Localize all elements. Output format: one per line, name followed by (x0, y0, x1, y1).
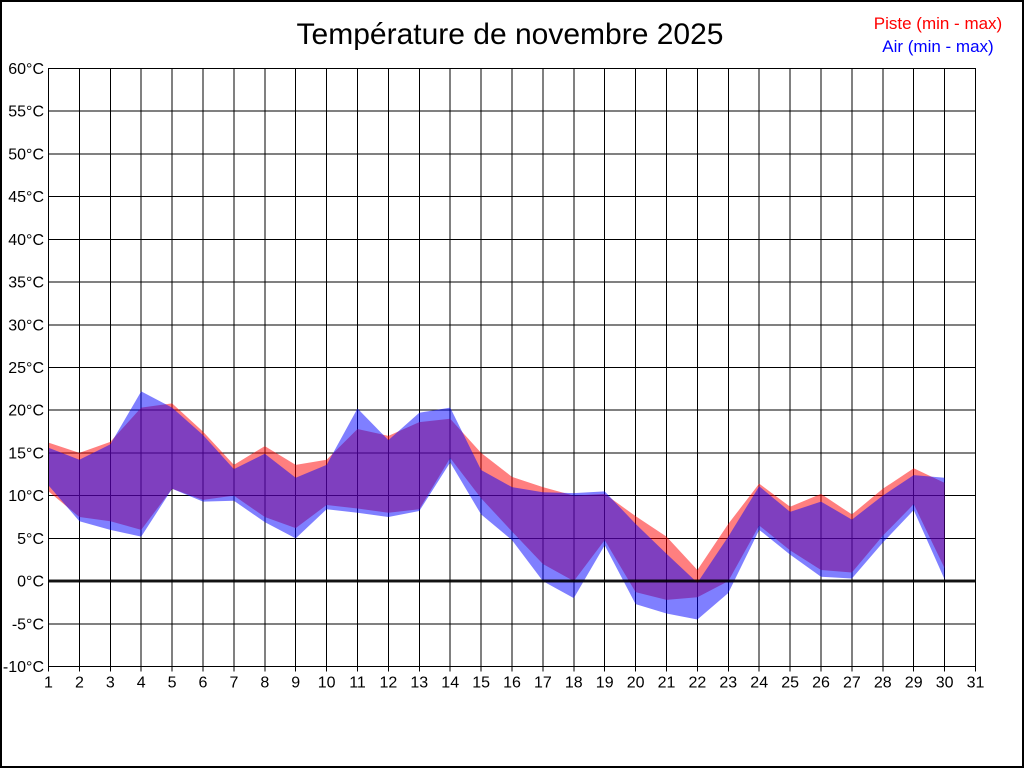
x-tick-label: 2 (75, 675, 84, 692)
x-tick-label: 1 (44, 675, 53, 692)
x-tick-label: 17 (534, 675, 552, 692)
y-tick-label: 15°C (8, 445, 44, 462)
y-tick-label: -5°C (12, 616, 44, 633)
y-tick-label: 30°C (8, 317, 44, 334)
x-tick-label: 23 (719, 675, 737, 692)
x-tick-label: 7 (229, 675, 238, 692)
x-tick-label: 8 (260, 675, 269, 692)
x-tick-label: 12 (380, 675, 398, 692)
x-tick-label: 4 (137, 675, 146, 692)
y-tick-label: 35°C (8, 275, 44, 292)
y-tick-label: 55°C (8, 104, 44, 121)
y-tick-label: 0°C (17, 574, 44, 591)
y-tick-label: 40°C (8, 232, 44, 249)
x-tick-label: 31 (967, 675, 985, 692)
x-tick-label: 30 (936, 675, 954, 692)
x-tick-label: 13 (410, 675, 428, 692)
chart-title: Température de novembre 2025 (297, 18, 724, 51)
y-tick-label: 45°C (8, 189, 44, 206)
x-tick-label: 29 (905, 675, 923, 692)
x-tick-label: 6 (199, 675, 208, 692)
axes: 60°C55°C50°C45°C40°C35°C30°C25°C20°C15°C… (3, 61, 985, 692)
y-tick-label: 60°C (8, 61, 44, 78)
x-tick-label: 14 (441, 675, 459, 692)
x-tick-label: 24 (750, 675, 768, 692)
x-tick-label: 19 (596, 675, 614, 692)
y-tick-label: 5°C (17, 531, 44, 548)
legend-piste-label: Piste (min - max) (874, 14, 1002, 33)
x-tick-label: 20 (627, 675, 645, 692)
y-tick-label: 50°C (8, 146, 44, 163)
x-tick-label: 9 (291, 675, 300, 692)
y-tick-label: 20°C (8, 403, 44, 420)
x-tick-label: 16 (503, 675, 521, 692)
legend-air-label: Air (min - max) (882, 37, 993, 56)
x-tick-label: 10 (318, 675, 336, 692)
y-tick-label: 10°C (8, 488, 44, 505)
x-tick-label: 21 (658, 675, 676, 692)
x-tick-label: 11 (349, 675, 366, 692)
x-tick-label: 28 (874, 675, 892, 692)
y-tick-label: -10°C (3, 659, 44, 676)
x-tick-label: 15 (472, 675, 490, 692)
air-minmax-band (48, 391, 945, 620)
y-tick-label: 25°C (8, 360, 44, 377)
x-tick-label: 27 (843, 675, 861, 692)
x-tick-label: 5 (168, 675, 177, 692)
x-tick-label: 25 (781, 675, 799, 692)
x-tick-label: 26 (812, 675, 830, 692)
x-tick-label: 22 (689, 675, 707, 692)
temperature-bands (48, 391, 945, 620)
x-tick-label: 3 (106, 675, 115, 692)
x-tick-label: 18 (565, 675, 583, 692)
